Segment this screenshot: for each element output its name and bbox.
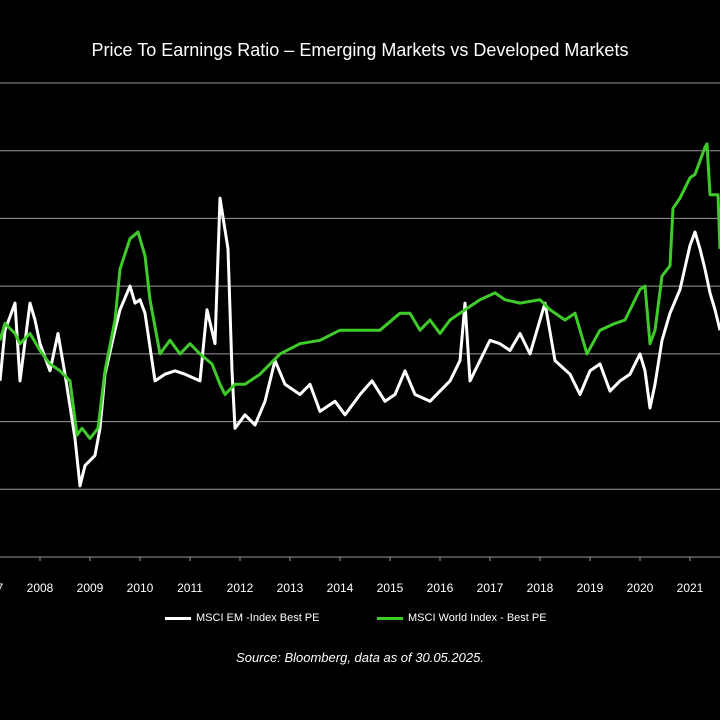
x-tick-label: 2008 (27, 581, 54, 595)
x-tick-label: 2007 (0, 581, 4, 595)
x-tick-label: 2015 (377, 581, 404, 595)
x-tick-label: 2016 (427, 581, 454, 595)
x-tick-label: 2019 (577, 581, 604, 595)
x-tick-label: 2012 (227, 581, 254, 595)
legend-swatch-world (377, 616, 403, 620)
chart-title: Price To Earnings Ratio – Emerging Marke… (91, 40, 629, 60)
x-tick-label: 2014 (327, 581, 354, 595)
source-note: Source: Bloomberg, data as of 30.05.2025… (236, 650, 484, 665)
x-tick-label: 2021 (677, 581, 704, 595)
x-tick-label: 2011 (177, 581, 203, 595)
x-tick-label: 2009 (77, 581, 104, 595)
x-axis: 2007 2008 2009 2010 2011 2012 2013 2014 2015 2016… (0, 556, 720, 595)
series-lines (0, 142, 720, 488)
legend-item-world: MSCI World Index - Best PE (377, 612, 547, 624)
x-tick-label: 2020 (627, 581, 654, 595)
x-tick-label: 2013 (277, 581, 304, 595)
x-tick-label: 2017 (477, 581, 504, 595)
x-tick-label: 2010 (127, 581, 154, 595)
series-line-world (0, 142, 720, 440)
series-line-em (0, 196, 720, 488)
gridlines (0, 82, 720, 490)
legend-label-em: MSCI EM -Index Best PE (196, 612, 320, 624)
legend-swatch-em (165, 616, 191, 620)
legend-label-world: MSCI World Index - Best PE (408, 612, 547, 624)
x-tick-label: 2018 (527, 581, 554, 595)
legend-item-em: MSCI EM -Index Best PE (165, 612, 319, 624)
